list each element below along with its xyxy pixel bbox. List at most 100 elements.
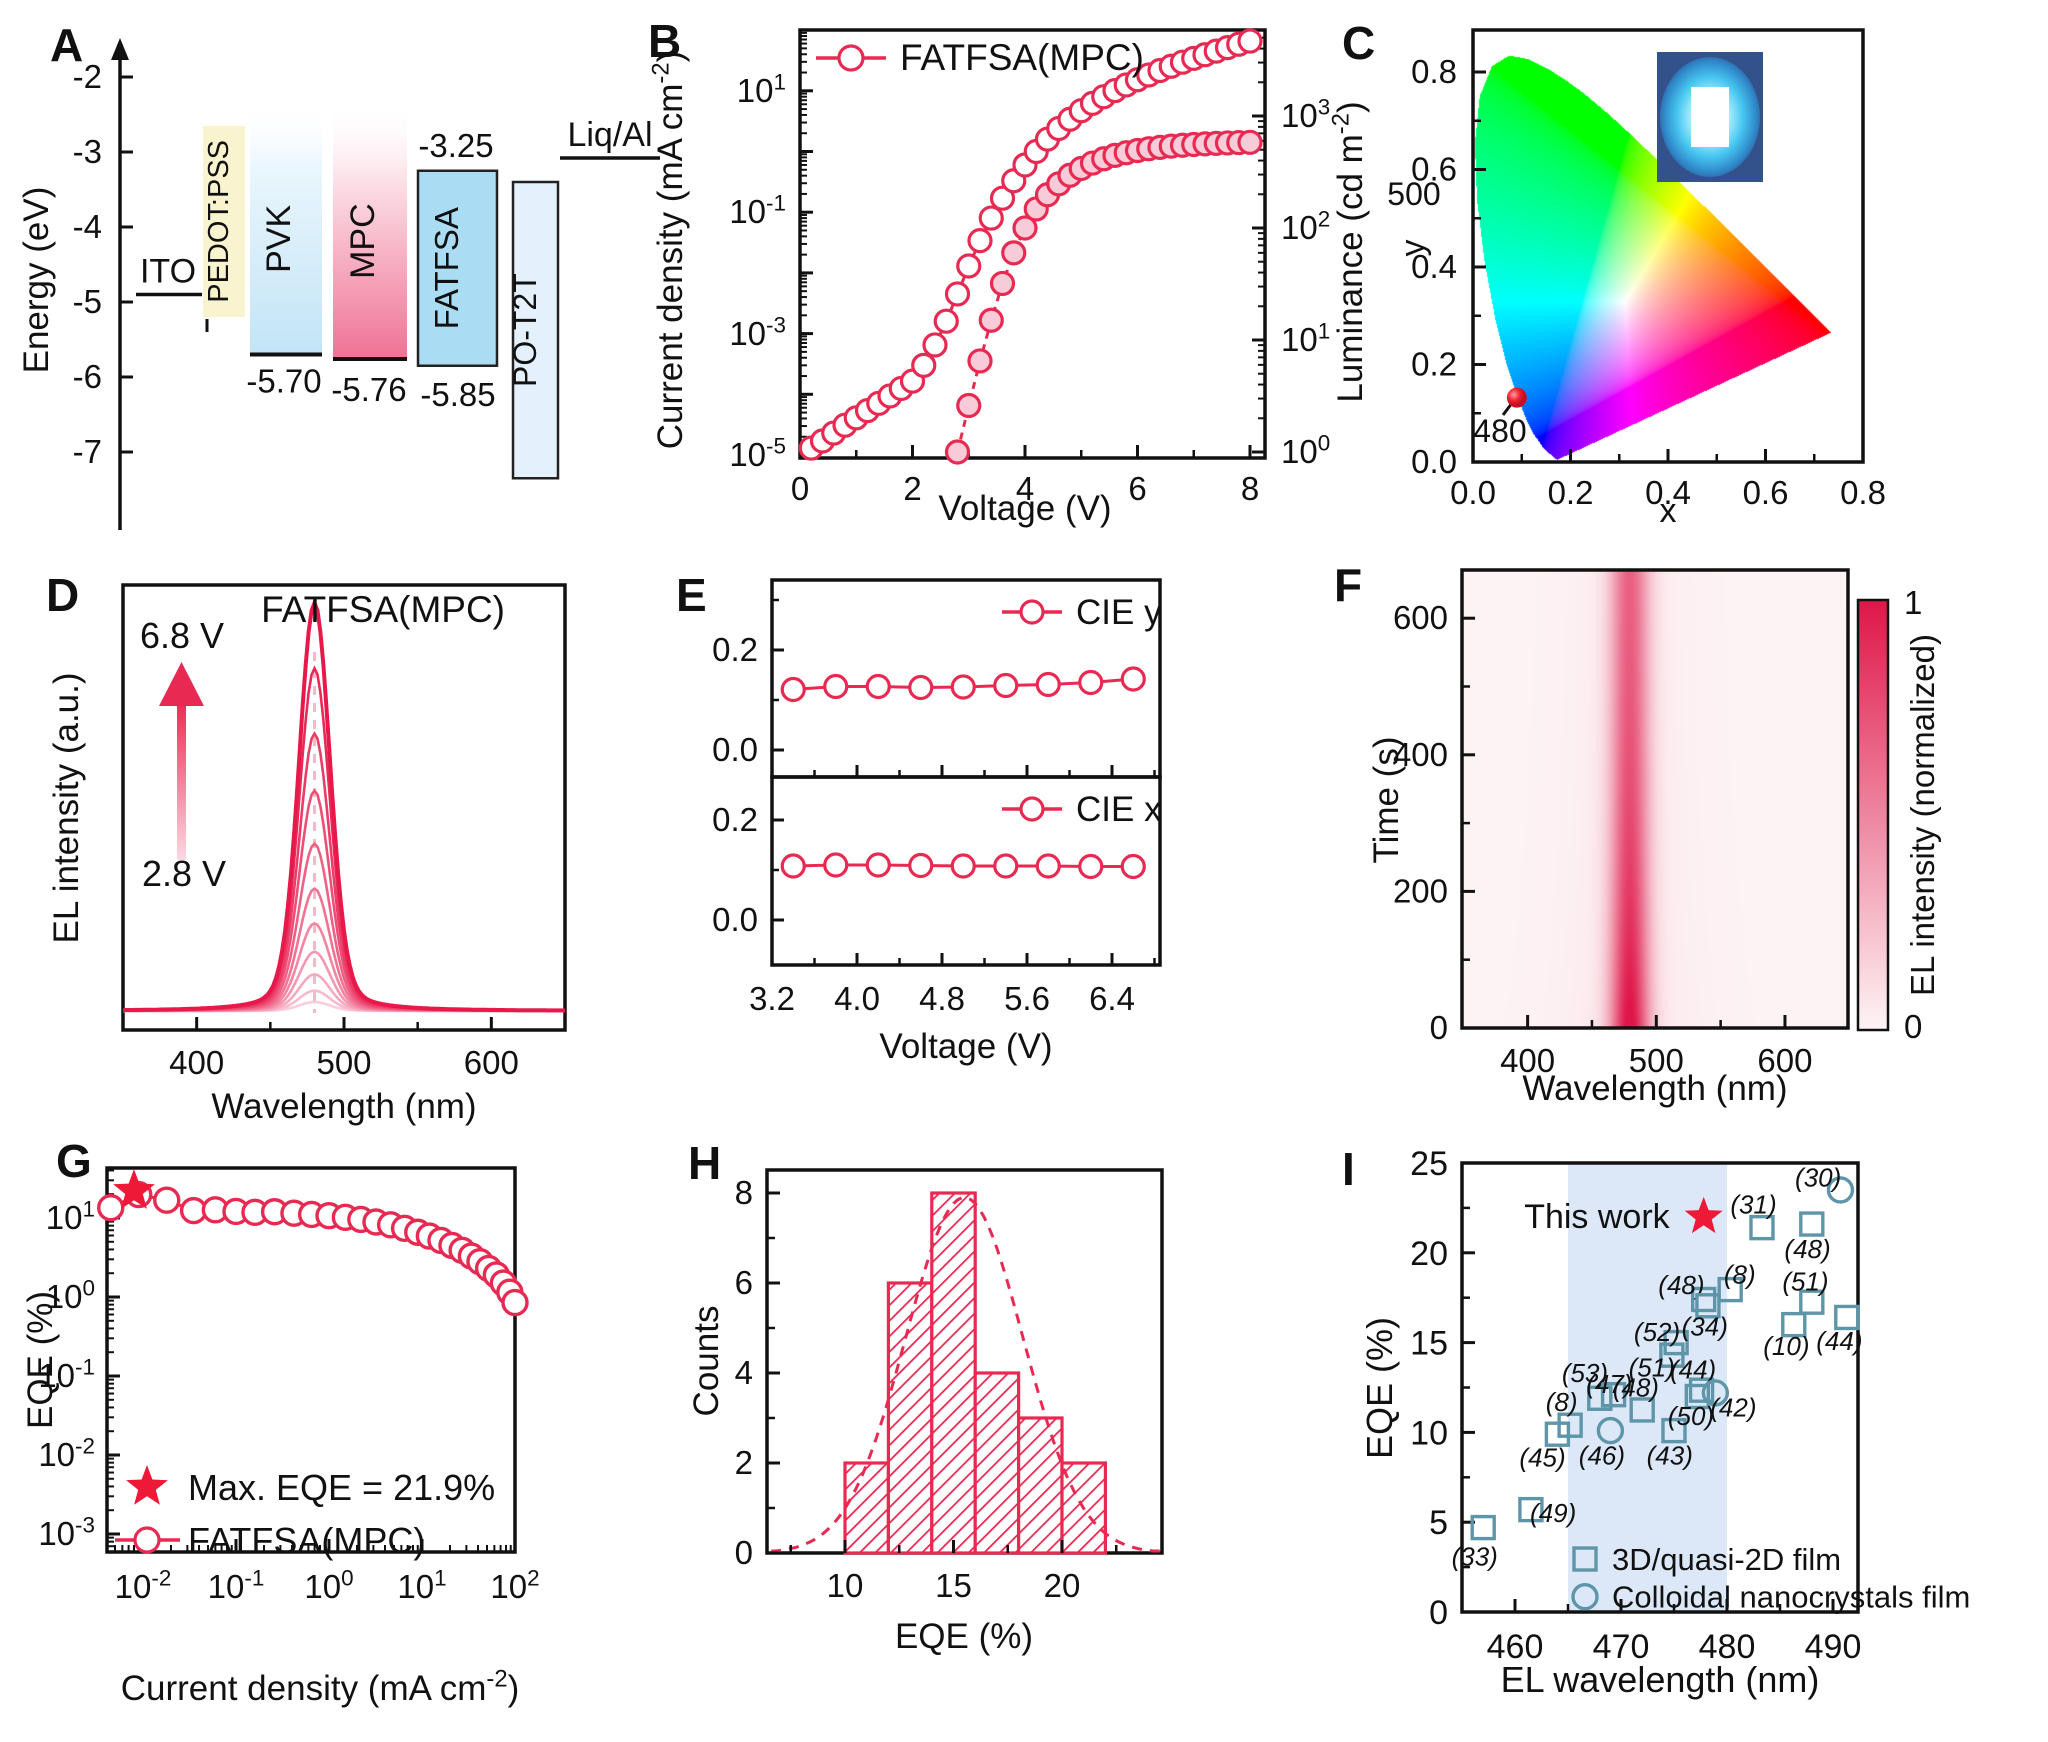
label: y xyxy=(1394,240,1432,257)
label: 20 xyxy=(1410,1235,1448,1273)
label: Wavelength (nm) xyxy=(1522,1069,1787,1108)
label: 0.2 xyxy=(712,801,758,838)
panel-h-eqe-histogram: 10 15 20 0 2 4 6 8 EQE (%) Counts xyxy=(687,1168,1164,1656)
label: -5.85 xyxy=(420,376,495,413)
label: 0 xyxy=(1430,1009,1448,1046)
label: -3.25 xyxy=(418,127,493,164)
label: Current density (mA cm-2) xyxy=(648,51,690,449)
label: 400 xyxy=(169,1044,224,1081)
ref-label: (34) xyxy=(1682,1311,1728,1341)
label: 0.2 xyxy=(712,631,758,668)
legend-fatfsa-mpc: FATFSA(MPC) xyxy=(188,1520,425,1561)
label: 2 xyxy=(903,470,921,507)
label: 4.8 xyxy=(919,980,965,1017)
label: 0.2 xyxy=(1548,474,1594,511)
label: 10-1 xyxy=(208,1565,265,1605)
label: 500 xyxy=(1629,1042,1684,1079)
label: EQE (%) xyxy=(1359,1317,1400,1459)
label: 460 xyxy=(1487,1628,1544,1666)
panel-i-eqe-benchmark: 460 470 480 490 0 5 10 15 20 25 EL wavelength (nm)… xyxy=(1359,1145,1970,1700)
ref-label: (46) xyxy=(1579,1441,1625,1471)
label: 600 xyxy=(1393,599,1448,636)
ref-label: (47) xyxy=(1586,1369,1632,1399)
label: EL wavelength (nm) xyxy=(1501,1659,1820,1700)
label: EQE (%) xyxy=(895,1617,1033,1656)
label: 600 xyxy=(464,1044,519,1081)
legend-colloidal: Colloidal nanocrystals film xyxy=(1612,1580,1970,1615)
label: Current density (mA cm-2) xyxy=(121,1666,519,1708)
label: 6.4 xyxy=(1089,980,1135,1017)
label: 2 xyxy=(735,1444,753,1481)
label: -2 xyxy=(73,58,102,95)
label: Counts xyxy=(687,1306,726,1417)
label: 15 xyxy=(1410,1325,1448,1363)
colorbar-label: EL intensity (normalized) xyxy=(1904,634,1941,996)
panel-c-cie-diagram: 0.0 0.2 0.4 0.6 0.8 0.0 0.2 0.4 0.6 0.8 x y 500 480 xyxy=(1387,28,1886,530)
label: 500 xyxy=(316,1044,371,1081)
ref-label: (33) xyxy=(1452,1541,1498,1571)
label: Wavelength (nm) xyxy=(211,1087,476,1126)
legend-fatfsa-mpc: FATFSA(MPC) xyxy=(900,37,1144,78)
label: 0 xyxy=(791,470,809,507)
label: 6 xyxy=(735,1264,753,1301)
label: 6 xyxy=(1128,470,1146,507)
label: 0 xyxy=(1904,1008,1922,1045)
label: EQE (%) xyxy=(21,1291,60,1429)
label: 400 xyxy=(1393,736,1448,773)
label: -5 xyxy=(73,283,102,320)
label: 0.0 xyxy=(1450,474,1496,511)
ref-label: (49) xyxy=(1530,1498,1576,1528)
ref-label: (48) xyxy=(1784,1234,1830,1264)
label: 10-3 xyxy=(38,1512,95,1552)
ref-label: (48) xyxy=(1613,1373,1659,1403)
panel-letter-g: G xyxy=(56,1135,92,1187)
label: 100 xyxy=(46,1275,95,1315)
label: -3 xyxy=(73,133,102,170)
label: 10-5 xyxy=(729,433,786,473)
panel-letter-c: C xyxy=(1342,17,1376,69)
label: 3.2 xyxy=(749,980,795,1017)
ref-label: (50) xyxy=(1668,1401,1714,1431)
panel-g-eqe-vs-j: 10-2 10-1 100 101 102 101 100 10-1 10-2 10-3 Curre… xyxy=(21,1166,540,1708)
label: 5.6 xyxy=(1004,980,1050,1017)
label: 0.4 xyxy=(1411,248,1457,285)
ref-label: (53) xyxy=(1562,1358,1608,1388)
panel-b-jvl-plot: 0 2 4 6 8 101 10-1 10-3 10-5 100 101 102 103 Voltage … xyxy=(648,28,1370,528)
label: 8 xyxy=(735,1174,753,1211)
annotation-high-voltage: 6.8 V xyxy=(140,615,224,656)
legend-cie-x: CIE x xyxy=(1076,790,1162,829)
ref-label: (8) xyxy=(1546,1387,1578,1417)
ref-label: (43) xyxy=(1647,1441,1693,1471)
label: 0.4 xyxy=(1645,474,1691,511)
label: -5.76 xyxy=(331,371,406,408)
ref-label: (44) xyxy=(1816,1326,1862,1356)
layer-pedot-pss: PEDOT:PSS xyxy=(203,140,235,303)
label: 4 xyxy=(735,1354,753,1391)
ref-label: (31) xyxy=(1730,1189,1776,1219)
panel-letter-h: H xyxy=(688,1137,722,1189)
layer-pvk: PVK xyxy=(260,205,298,273)
label: 4.0 xyxy=(834,980,880,1017)
label: 10-1 xyxy=(38,1354,95,1394)
label: 10 xyxy=(827,1567,864,1604)
label: Energy (eV) xyxy=(17,187,56,374)
legend-max-eqe: Max. EQE = 21.9% xyxy=(188,1467,495,1508)
panel-letter-d: D xyxy=(46,569,80,621)
label: 10-3 xyxy=(729,312,786,352)
label: 0.2 xyxy=(1411,346,1457,383)
label: 0.0 xyxy=(712,901,758,938)
label: 200 xyxy=(1393,872,1448,909)
label: 101 xyxy=(1281,318,1330,358)
label: 490 xyxy=(1805,1628,1862,1666)
locus-label-500: 500 xyxy=(1387,176,1440,212)
label: EL intensity (a.u.) xyxy=(47,672,86,943)
label: 480 xyxy=(1699,1628,1756,1666)
label: 5 xyxy=(1429,1504,1448,1542)
panel-e-cie-vs-voltage: 0.2 0.0 CIE y 0.2 0.0 CIE x 3.2 4.0 4.8 5.6 6.4 Vol… xyxy=(712,578,1162,1066)
label: 0.6 xyxy=(1743,474,1789,511)
label: 10-1 xyxy=(729,190,786,230)
legend-cie-y: CIE y xyxy=(1076,593,1162,632)
label: 100 xyxy=(304,1565,353,1605)
ref-label: (45) xyxy=(1519,1443,1565,1473)
